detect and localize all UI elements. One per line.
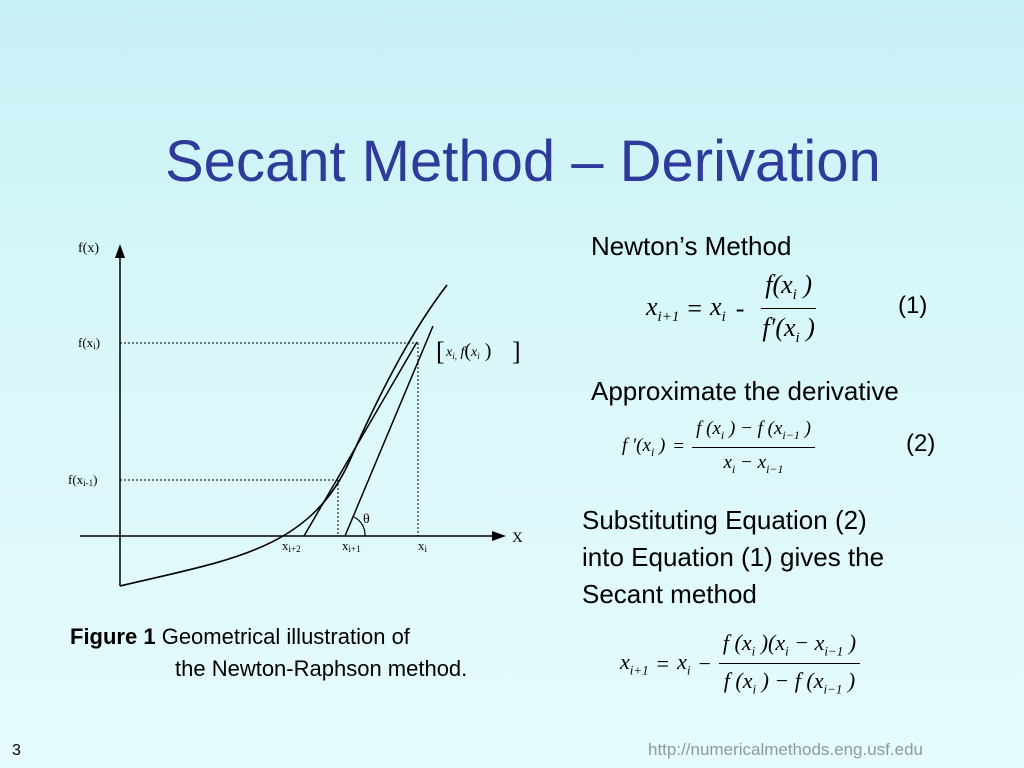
- equation-2: f ′(xi ) = f (xi ) − f (xi−1 ) xi − xi−1: [622, 418, 815, 477]
- label-x-ip2: xi+2: [282, 538, 301, 554]
- svg-text:xi, f(xi ): xi, f(xi ): [445, 340, 491, 362]
- svg-text:[: [: [436, 337, 445, 366]
- equation-1-number: (1): [898, 292, 928, 319]
- secant-equation: xi+1 = xi − f (xi )(xi − xi−1 ) f (xi ) …: [620, 630, 861, 698]
- label-f-xi: f(xi): [78, 335, 100, 351]
- label-f-xim1: f(xi-1): [68, 472, 98, 488]
- x-axis-arrow: [492, 531, 506, 541]
- approx-heading: Approximate the derivative: [591, 376, 899, 406]
- newton-heading: Newton’s Method: [591, 231, 792, 261]
- slide-title: Secant Method – Derivation: [165, 129, 881, 194]
- footer-url[interactable]: http://numericalmethods.eng.usf.edu: [648, 740, 923, 759]
- y-axis-arrow: [115, 244, 125, 258]
- equation-2-number: (2): [906, 430, 936, 457]
- function-curve: [119, 284, 448, 587]
- x-axis-label: X: [512, 530, 523, 546]
- theta-label: θ: [363, 512, 370, 527]
- secant-line-2: [344, 325, 434, 537]
- svg-text:]: ]: [512, 337, 521, 366]
- secant-figure: f(x) X f(xi) f(xi-1) xi+2 xi+1 xi θ [ xi…: [68, 241, 523, 587]
- label-x-ip1: xi+1: [342, 538, 361, 554]
- figure-caption-line1: Figure 1 Geometrical illustration of: [70, 624, 410, 649]
- substitute-line3: Secant method: [582, 579, 757, 609]
- figure-caption-line2: the Newton-Raphson method.: [175, 656, 468, 681]
- equation-1: xi+1 = xi - f(xi ) f′(xi ): [646, 270, 817, 347]
- secant-line-1: [303, 341, 418, 537]
- slide-number: 3: [12, 742, 21, 759]
- substitute-line1: Substituting Equation (2): [582, 505, 867, 535]
- y-axis-label: f(x): [78, 241, 99, 256]
- substitute-line2: into Equation (1) gives the: [582, 542, 885, 572]
- theta-arc: [353, 516, 366, 537]
- point-label: [ xi, f(xi ) ]: [436, 337, 521, 366]
- label-x-i: xi: [418, 538, 428, 554]
